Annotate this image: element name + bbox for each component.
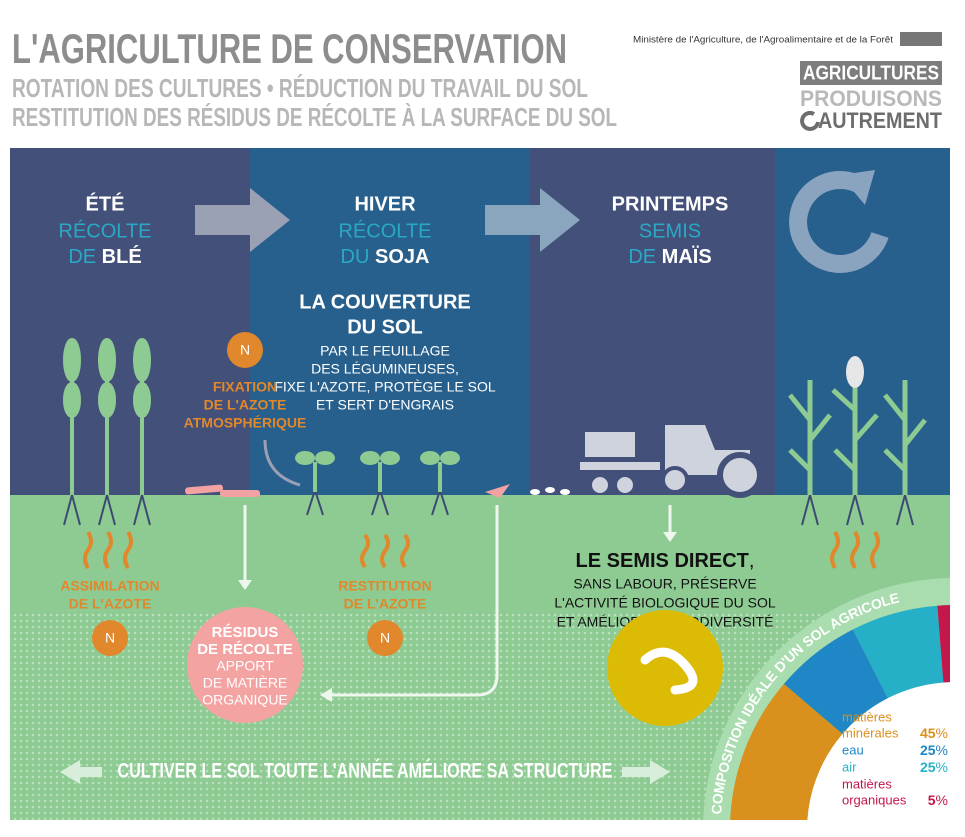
- season-name: HIVER: [354, 193, 416, 215]
- direct-seeding-text: L'ACTIVITÉ BIOLOGIQUE DU SOL: [554, 595, 775, 611]
- legend-label: eau: [842, 742, 864, 757]
- title: L'AGRICULTURE DE CONSERVATION: [12, 25, 567, 72]
- season-name: ÉTÉ: [86, 192, 125, 215]
- banner-text: CULTIVER LE SOL TOUTE L'ANNÉE AMÉLIORE S…: [118, 760, 613, 783]
- legend-label: matières: [842, 776, 892, 791]
- legend-value: 25%: [920, 742, 948, 758]
- season-action: RÉCOLTE: [339, 219, 432, 242]
- cover-title: LA COUVERTURE: [299, 291, 470, 313]
- worm-circle: [607, 610, 723, 726]
- season-crop: SOJA: [375, 246, 429, 268]
- direct-seeding-text: SANS LABOUR, PRÉSERVE: [573, 576, 756, 592]
- residues-title: DE RÉCOLTE: [197, 641, 293, 658]
- legend-value: 45%: [920, 725, 948, 741]
- legend-value-number: 25: [920, 742, 936, 758]
- logo-text: AUTREMENT: [818, 108, 942, 133]
- assimilation-text: ASSIMILATION: [60, 578, 159, 594]
- restitution-text: DE L'AZOTE: [344, 596, 427, 612]
- season-prefix: DE: [628, 246, 656, 268]
- season-crop-line: DU SOJA: [341, 246, 430, 268]
- nitrogen-symbol: N: [240, 342, 250, 358]
- nitrogen-symbol: N: [105, 630, 115, 646]
- subtitle: ROTATION DES CULTURES • RÉDUCTION DU TRA…: [12, 73, 588, 103]
- residues-text: APPORT: [216, 658, 274, 674]
- legend-label: matières: [842, 709, 892, 724]
- legend-label: minérales: [842, 725, 899, 740]
- legend-value-number: 25: [920, 759, 936, 775]
- cover-text: PAR LE FEUILLAGE: [320, 343, 450, 359]
- logo-icon: [802, 113, 818, 129]
- restitution-text: RESTITUTION: [338, 578, 431, 594]
- legend-value-unit: %: [936, 725, 948, 741]
- season-prefix: DE: [68, 246, 96, 268]
- direct-seeding-comma: ,: [749, 550, 755, 572]
- residues-text: DE MATIÈRE: [203, 675, 288, 691]
- cover-title: DU SOL: [347, 316, 423, 338]
- legend-value-number: 45: [920, 725, 936, 741]
- season-name: PRINTEMPS: [612, 193, 729, 215]
- legend-value-number: 5: [928, 792, 936, 808]
- season-crop: MAÏS: [662, 245, 712, 268]
- season-action: RÉCOLTE: [59, 219, 152, 242]
- ministry-logo: [900, 32, 942, 46]
- ministry: Ministère de l'Agriculture, de l'Agroali…: [633, 34, 894, 44]
- fixation-text: ATMOSPHÉRIQUE: [184, 415, 307, 431]
- fixation-text: DE L'AZOTE: [204, 397, 287, 413]
- infographic: L'AGRICULTURE DE CONSERVATION ROTATION D…: [0, 0, 965, 832]
- season-crop: BLÉ: [102, 245, 142, 268]
- residues-text: ORGANIQUE: [202, 692, 288, 708]
- logo-text: AGRICULTURES: [803, 62, 939, 84]
- legend-value-unit: %: [936, 759, 948, 775]
- season-crop-line: DE BLÉ: [68, 245, 141, 268]
- legend-value: 5%: [928, 792, 948, 808]
- season-crop-line: DE MAÏS: [628, 245, 711, 268]
- cover-text: FIXE L'AZOTE, PROTÈGE LE SOL: [274, 379, 496, 395]
- cover-text: ET SERT D'ENGRAIS: [316, 397, 454, 413]
- residues-title: RÉSIDUS: [212, 624, 279, 641]
- corn-ear: [846, 356, 864, 388]
- cover-text: DES LÉGUMINEUSES,: [311, 361, 459, 377]
- nitrogen-symbol: N: [380, 630, 390, 646]
- fixation-text: FIXATION: [213, 379, 277, 395]
- direct-seeding-title-text: LE SEMIS DIRECT: [576, 550, 749, 572]
- assimilation-text: DE L'AZOTE: [69, 596, 152, 612]
- legend-value: 25%: [920, 759, 948, 775]
- legend-label: air: [842, 759, 857, 774]
- direct-seeding-title: LE SEMIS DIRECT,: [576, 550, 755, 572]
- subtitle: RESTITUTION DES RÉSIDUS DE RÉCOLTE À LA …: [12, 102, 617, 132]
- legend-value-unit: %: [936, 742, 948, 758]
- legend-label: organiques: [842, 792, 907, 807]
- season-action: SEMIS: [639, 220, 701, 242]
- legend-value-unit: %: [936, 792, 948, 808]
- season-prefix: DU: [341, 246, 370, 268]
